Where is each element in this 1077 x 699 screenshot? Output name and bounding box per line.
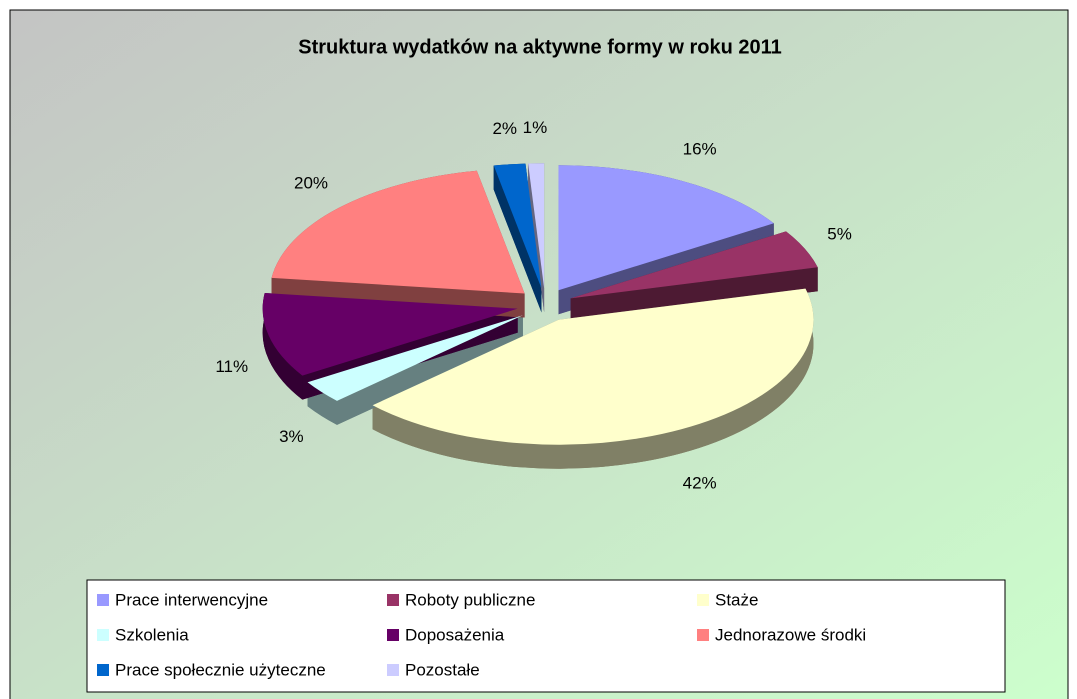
legend-swatch: [697, 629, 709, 641]
slice-wall: [570, 267, 818, 323]
data-label: 16%: [683, 140, 717, 159]
legend-swatch: [97, 594, 109, 606]
data-label: 11%: [215, 357, 248, 376]
slice: [372, 288, 814, 445]
legend-label: Jednorazowe środki: [715, 625, 866, 644]
slice-rim: [262, 292, 303, 400]
legend-swatch: [697, 594, 709, 606]
legend-swatch: [97, 664, 109, 676]
data-label: 1%: [523, 118, 548, 137]
legend-label: Doposażenia: [405, 625, 505, 644]
data-label: 5%: [827, 224, 852, 243]
legend-label: Staże: [715, 590, 758, 609]
slice-wall: [528, 163, 545, 313]
legend-label: Roboty publiczne: [405, 590, 535, 609]
legend-label: Pozostałe: [405, 660, 480, 679]
slice: [570, 231, 818, 299]
legend-label: Prace społecznie użyteczne: [115, 660, 326, 679]
legend-swatch: [387, 664, 399, 676]
legend-label: Szkolenia: [115, 625, 189, 644]
legend-swatch: [387, 629, 399, 641]
legend-swatch: [387, 594, 399, 606]
data-label: 2%: [492, 119, 517, 138]
slice: [262, 292, 518, 376]
slice: [271, 170, 525, 294]
slice: [307, 315, 523, 401]
slice: [558, 165, 774, 291]
slice-rim: [372, 288, 814, 469]
legend: [86, 579, 1006, 693]
data-label: 20%: [294, 173, 328, 192]
slice: [528, 163, 545, 289]
legend-label: Prace interwencyjne: [115, 590, 268, 609]
data-label: 42%: [683, 473, 717, 492]
slice: [493, 163, 542, 289]
chart-title: Struktura wydatków na aktywne formy w ro…: [298, 36, 782, 58]
slice-wall: [493, 165, 542, 313]
slice-tops: [262, 163, 818, 445]
legend-swatch: [97, 629, 109, 641]
data-label: 3%: [279, 427, 304, 446]
